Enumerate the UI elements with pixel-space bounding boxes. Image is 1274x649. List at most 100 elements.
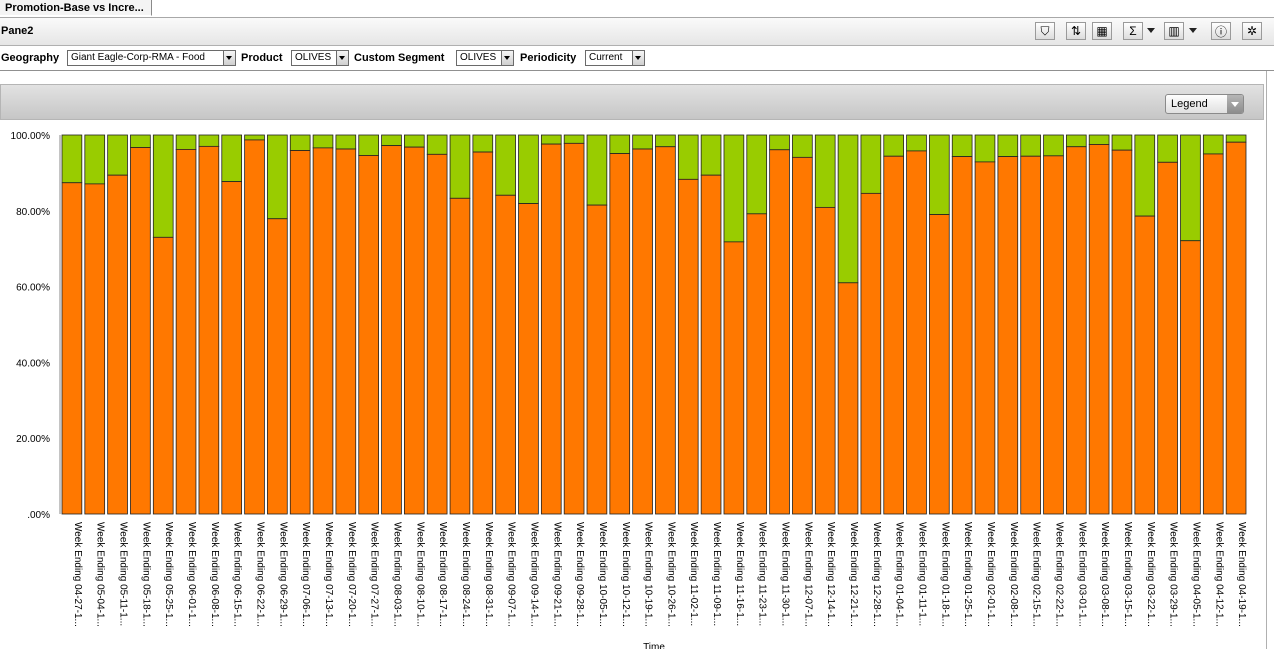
bar-incremental[interactable]: [929, 134, 950, 215]
bar-base[interactable]: [883, 155, 904, 515]
bar-base[interactable]: [723, 241, 745, 515]
bar-base[interactable]: [586, 204, 608, 515]
bar-incremental[interactable]: [152, 134, 174, 238]
bar-base[interactable]: [814, 206, 836, 515]
bar-base[interactable]: [609, 153, 631, 515]
bar-base[interactable]: [655, 146, 676, 515]
bar-base[interactable]: [518, 203, 539, 515]
bar-incremental[interactable]: [198, 134, 220, 147]
bar-incremental[interactable]: [449, 134, 471, 199]
bar-base[interactable]: [267, 218, 288, 515]
settings-button[interactable]: ✲: [1242, 22, 1262, 40]
bar-base[interactable]: [1111, 149, 1133, 515]
bar-incremental[interactable]: [723, 134, 745, 243]
bar-base[interactable]: [107, 174, 128, 515]
bar-incremental[interactable]: [381, 134, 402, 147]
info-button[interactable]: ⓘ: [1211, 22, 1231, 40]
bar-base[interactable]: [175, 149, 197, 515]
bar-base[interactable]: [152, 236, 174, 515]
bar-base[interactable]: [84, 183, 106, 515]
bar-incremental[interactable]: [267, 134, 288, 220]
bar-incremental[interactable]: [472, 134, 494, 153]
bar-incremental[interactable]: [61, 134, 83, 184]
pivot-button[interactable]: ▦: [1092, 22, 1112, 40]
bar-incremental[interactable]: [1020, 134, 1041, 157]
bar-incremental[interactable]: [906, 134, 927, 152]
bar-incremental[interactable]: [289, 134, 311, 151]
bar-base[interactable]: [1088, 144, 1110, 515]
bar-incremental[interactable]: [175, 134, 197, 150]
layout-button[interactable]: ▥: [1164, 22, 1184, 40]
bar-incremental[interactable]: [1134, 134, 1156, 217]
bar-incremental[interactable]: [655, 134, 676, 148]
bar-base[interactable]: [130, 147, 151, 515]
bar-base[interactable]: [449, 197, 471, 515]
bar-incremental[interactable]: [1088, 134, 1110, 145]
bar-base[interactable]: [1180, 240, 1201, 515]
bar-incremental[interactable]: [518, 134, 539, 204]
bar-incremental[interactable]: [107, 134, 128, 176]
bar-incremental[interactable]: [814, 134, 836, 208]
product-select[interactable]: OLIVES: [291, 50, 349, 66]
bar-incremental[interactable]: [1111, 134, 1133, 151]
bar-incremental[interactable]: [1157, 134, 1178, 163]
bar-incremental[interactable]: [586, 134, 608, 206]
bar-incremental[interactable]: [883, 134, 904, 157]
legend-dropdown[interactable]: Legend: [1165, 94, 1244, 114]
bar-base[interactable]: [472, 151, 494, 515]
bar-incremental[interactable]: [837, 134, 859, 284]
bar-base[interactable]: [61, 182, 83, 515]
bar-base[interactable]: [700, 174, 722, 515]
bar-incremental[interactable]: [951, 134, 973, 158]
bar-base[interactable]: [540, 143, 562, 515]
bar-base[interactable]: [792, 156, 813, 515]
bar-incremental[interactable]: [244, 134, 265, 141]
bar-incremental[interactable]: [1225, 134, 1247, 143]
bar-base[interactable]: [906, 150, 927, 515]
bar-incremental[interactable]: [632, 134, 653, 150]
bar-base[interactable]: [244, 139, 265, 515]
bar-base[interactable]: [974, 161, 996, 515]
bar-incremental[interactable]: [404, 134, 425, 148]
bar-base[interactable]: [632, 148, 653, 515]
bar-base[interactable]: [289, 150, 311, 515]
segment-select[interactable]: OLIVES: [456, 50, 514, 66]
bar-incremental[interactable]: [130, 134, 151, 148]
tab-promotion-base[interactable]: Promotion-Base vs Incre...: [0, 0, 152, 16]
bar-incremental[interactable]: [860, 134, 882, 194]
bar-incremental[interactable]: [769, 134, 790, 151]
sum-dropdown-icon[interactable]: [1147, 28, 1155, 33]
bar-incremental[interactable]: [974, 134, 996, 163]
bar-incremental[interactable]: [495, 134, 516, 196]
bar-incremental[interactable]: [1065, 134, 1087, 148]
bar-incremental[interactable]: [792, 134, 813, 158]
bar-incremental[interactable]: [1202, 134, 1224, 155]
bar-base[interactable]: [404, 146, 425, 515]
bar-base[interactable]: [381, 145, 402, 515]
bar-incremental[interactable]: [997, 134, 1019, 158]
bar-incremental[interactable]: [609, 134, 631, 154]
bar-base[interactable]: [198, 145, 220, 515]
bar-base[interactable]: [769, 149, 790, 515]
bar-base[interactable]: [1020, 155, 1041, 515]
bar-base[interactable]: [1225, 141, 1247, 515]
sum-button[interactable]: Σ: [1123, 22, 1143, 40]
bar-base[interactable]: [677, 178, 699, 515]
filter-button[interactable]: ⛉: [1035, 22, 1055, 40]
bar-incremental[interactable]: [540, 134, 562, 145]
bar-incremental[interactable]: [84, 134, 106, 185]
bar-base[interactable]: [997, 156, 1019, 515]
bar-base[interactable]: [563, 142, 585, 515]
bar-base[interactable]: [1157, 161, 1178, 515]
bar-base[interactable]: [312, 147, 334, 515]
bar-incremental[interactable]: [426, 134, 448, 155]
bar-base[interactable]: [860, 192, 882, 515]
periodicity-select[interactable]: Current: [585, 50, 645, 66]
bar-base[interactable]: [1043, 155, 1064, 515]
bar-base[interactable]: [929, 214, 950, 515]
bar-base[interactable]: [335, 148, 357, 515]
bar-base[interactable]: [1065, 146, 1087, 515]
bar-base[interactable]: [837, 282, 859, 515]
layout-dropdown-icon[interactable]: [1189, 28, 1197, 33]
bar-incremental[interactable]: [1180, 134, 1201, 242]
